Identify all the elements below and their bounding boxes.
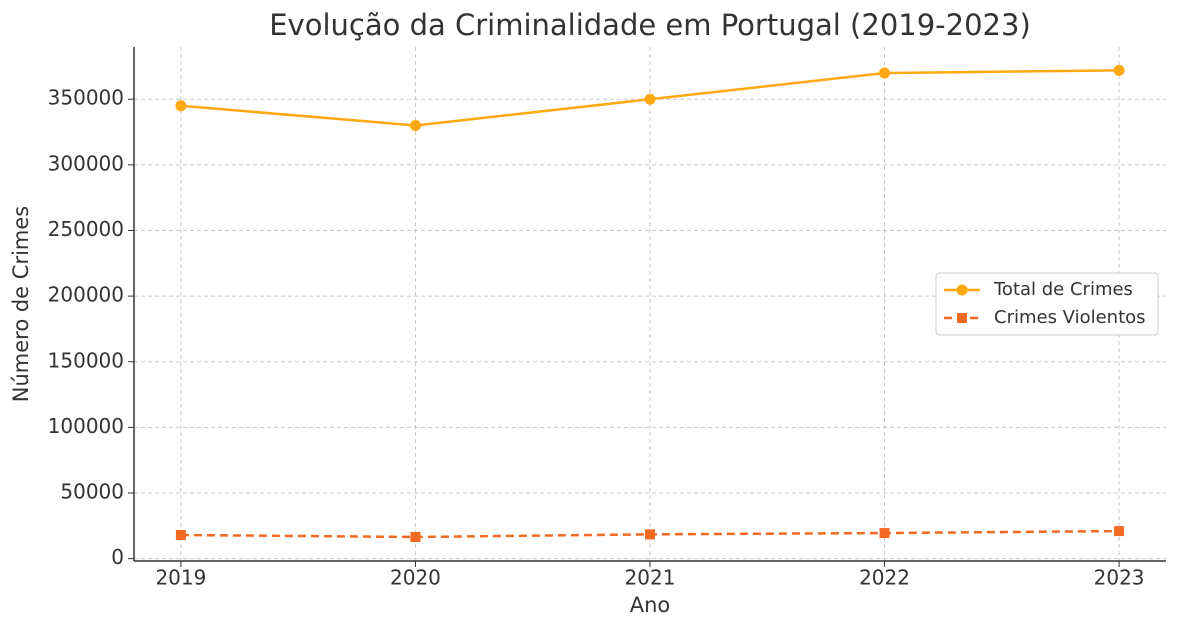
data-point	[175, 530, 186, 541]
data-point	[409, 119, 421, 131]
x-tick-label: 2019	[155, 566, 206, 590]
x-tick-label: 2022	[859, 566, 910, 590]
y-tick-label: 350000	[48, 86, 124, 110]
x-tick-label: 2023	[1094, 566, 1145, 590]
y-axis-label: Número de Crimes	[9, 206, 33, 402]
legend-label: Crimes Violentos	[994, 307, 1146, 328]
y-tick-label: 200000	[48, 283, 124, 307]
y-tick-label: 150000	[48, 348, 124, 372]
x-tick-label: 2020	[390, 566, 441, 590]
data-point	[879, 528, 890, 539]
data-point	[175, 100, 187, 112]
legend-marker	[956, 284, 968, 296]
y-tick-label: 250000	[48, 217, 124, 241]
legend-box	[935, 272, 1159, 336]
data-point	[1114, 526, 1125, 537]
data-point	[645, 529, 655, 540]
y-tick-label: 300000	[48, 151, 124, 175]
legend-label: Total de Crimes	[993, 279, 1133, 300]
data-point	[644, 93, 656, 105]
y-tick-label: 0	[111, 545, 124, 569]
data-point	[1113, 64, 1125, 76]
legend-marker	[957, 313, 967, 323]
legend: Total de Crimes Crimes Violentos	[935, 272, 1159, 336]
x-axis-label: Ano	[630, 593, 671, 617]
data-point	[410, 531, 421, 542]
y-tick-label: 50000	[60, 480, 124, 504]
y-tick-label: 100000	[48, 414, 124, 438]
data-point	[879, 67, 891, 79]
x-tick-label: 2021	[625, 566, 676, 590]
chart-title: Evolução da Criminalidade em Portugal (2…	[269, 8, 1031, 42]
